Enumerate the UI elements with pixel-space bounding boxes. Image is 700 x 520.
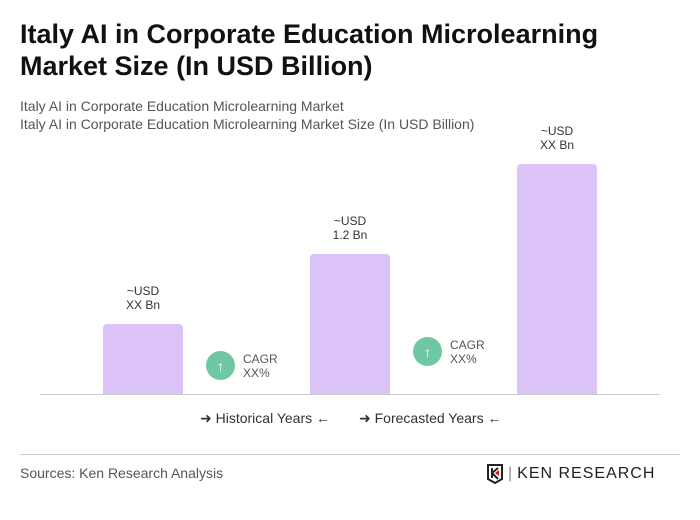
bar [103,323,183,394]
x-axis [40,394,660,395]
cagr-value: XX% [450,351,477,366]
arrow-up-icon: ↑ [206,351,235,380]
legend-label: Forecasted Years [374,410,484,426]
logo-icon [487,464,503,484]
data-label-line: 1.2 Bn [332,227,368,242]
data-label-line: ~USD [333,213,367,228]
subtitle: Italy AI in Corporate Education Microlea… [20,98,344,114]
data-label-line: XX Bn [539,138,575,152]
data-label: ~USD 1.2 Bn [300,214,400,242]
arrow-right-icon: ➜ [359,410,375,426]
arrow-up-icon: ↑ [413,337,442,366]
legend-historical: ➜ Historical Years ← [200,410,330,427]
cagr-label: CAGR [243,351,278,366]
arrow-right-icon: ➜ [200,410,216,426]
data-label-line: ~USD [540,124,574,138]
ken-research-logo: | KEN RESEARCH [486,464,655,484]
data-label: ~USD XX Bn [93,284,193,312]
divider [20,454,680,455]
subtitle-2: Italy AI in Corporate Education Microlea… [20,116,475,132]
legend-forecasted: ➜ Forecasted Years ← [359,410,501,427]
source: Sources: Ken Research Analysis [20,465,224,481]
cagr-value: XX% [243,365,270,380]
cagr-label: CAGR [450,337,485,352]
arrow-left-icon: ← [312,410,331,426]
page-title: Italy AI in Corporate Education Microlea… [20,19,599,81]
cagr-badge-2: ↑ CAGR XX% [413,337,485,366]
data-label: ~USD XX Bn [507,124,607,152]
logo-text: KEN RESEARCH [517,465,656,482]
legend-label: Historical Years [215,410,313,426]
cagr-badge-1: ↑ CAGR XX% [206,351,278,380]
data-label-line: ~USD [126,283,160,298]
data-label-line: XX Bn [125,297,161,312]
arrow-left-icon: ← [483,410,502,426]
bar [310,253,390,394]
bar [517,164,597,394]
